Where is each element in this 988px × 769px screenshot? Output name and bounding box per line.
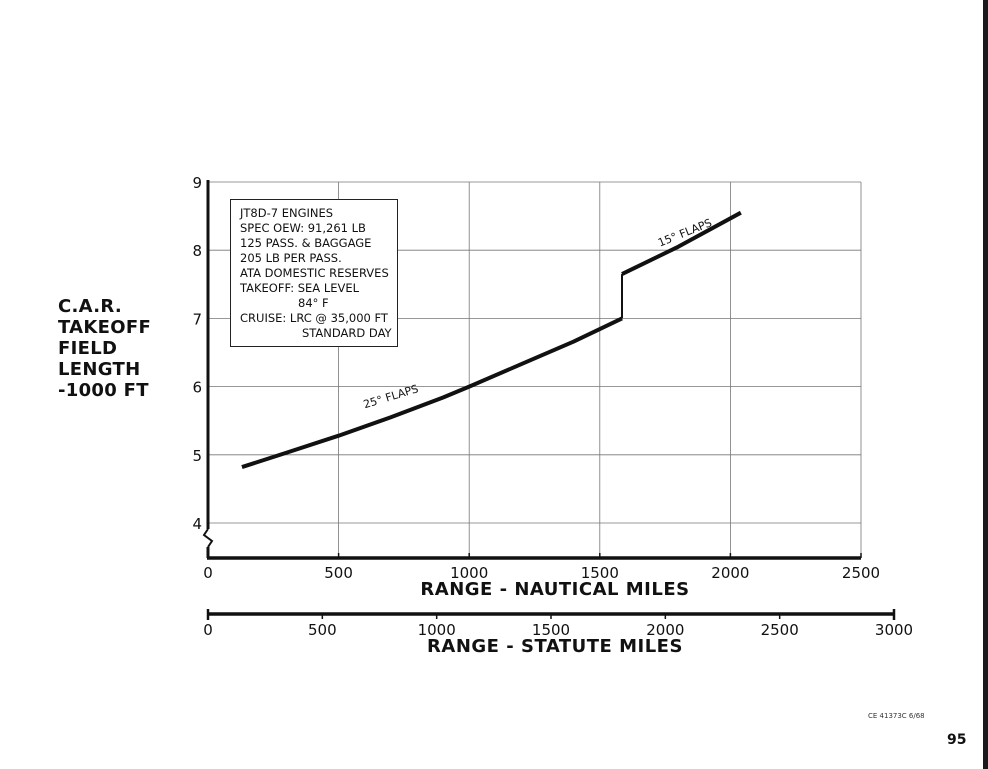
y-axis-title: C.A.R. TAKEOFF FIELD LENGTH -1000 FT (58, 296, 151, 401)
y-axis-title-line: TAKEOFF (58, 317, 152, 338)
y-tick-label: 9 (192, 174, 202, 192)
x-tick-label: 1500 (581, 564, 619, 582)
y-axis-title-line: LENGTH (58, 359, 141, 380)
secondary-x-axis-title: RANGE - STATUTE MILES (427, 636, 683, 657)
conditions-box: JT8D-7 ENGINES SPEC OEW: 91,261 LB 125 P… (230, 199, 398, 347)
y-axis-title-line: FIELD (58, 338, 118, 359)
x-tick-label: 0 (203, 564, 213, 582)
x-tick-label: 500 (324, 564, 353, 582)
x-tick-label: 2500 (842, 564, 880, 582)
axis-break-mark (202, 528, 214, 548)
secondary-x-tick-label: 3000 (875, 621, 913, 639)
conditions-line: SPEC OEW: 91,261 LB (240, 221, 366, 235)
secondary-x-tick-label: 2500 (761, 621, 799, 639)
conditions-line: JT8D-7 ENGINES (240, 206, 334, 220)
secondary-x-tick-label: 0 (203, 621, 213, 639)
conditions-line: CRUISE: LRC @ 35,000 FT (240, 311, 388, 325)
series-line (241, 316, 623, 469)
y-axis-title-line: C.A.R. (58, 296, 122, 317)
secondary-x-tick-label: 1000 (418, 621, 456, 639)
y-axis-title-line: -1000 FT (58, 380, 149, 401)
document-code: CE 41373C 6/68 (868, 712, 925, 720)
x-tick-label: 1000 (450, 564, 488, 582)
y-tick-label: 8 (192, 242, 202, 260)
secondary-x-tick-label: 500 (308, 621, 337, 639)
page-edge (983, 0, 988, 769)
y-tick-label: 4 (192, 515, 202, 533)
y-tick-label: 5 (192, 447, 202, 465)
y-tick-label: 7 (192, 310, 202, 328)
x-tick-label: 2000 (711, 564, 749, 582)
conditions-line: ATA DOMESTIC RESERVES (240, 266, 389, 280)
series-line (621, 210, 742, 276)
x-axis-title: RANGE - NAUTICAL MILES (420, 579, 689, 600)
conditions-line: TAKEOFF: SEA LEVEL (240, 281, 360, 295)
secondary-x-tick-label: 2000 (646, 621, 684, 639)
y-tick-label: 6 (192, 379, 202, 397)
conditions-line: 125 PASS. & BAGGAGE (240, 236, 372, 250)
conditions-line: 205 LB PER PASS. (240, 251, 342, 265)
secondary-x-tick-label: 1500 (532, 621, 570, 639)
conditions-line: 84° F (298, 296, 329, 310)
conditions-line: STANDARD DAY (302, 326, 392, 340)
page-number: 95 (947, 732, 967, 748)
